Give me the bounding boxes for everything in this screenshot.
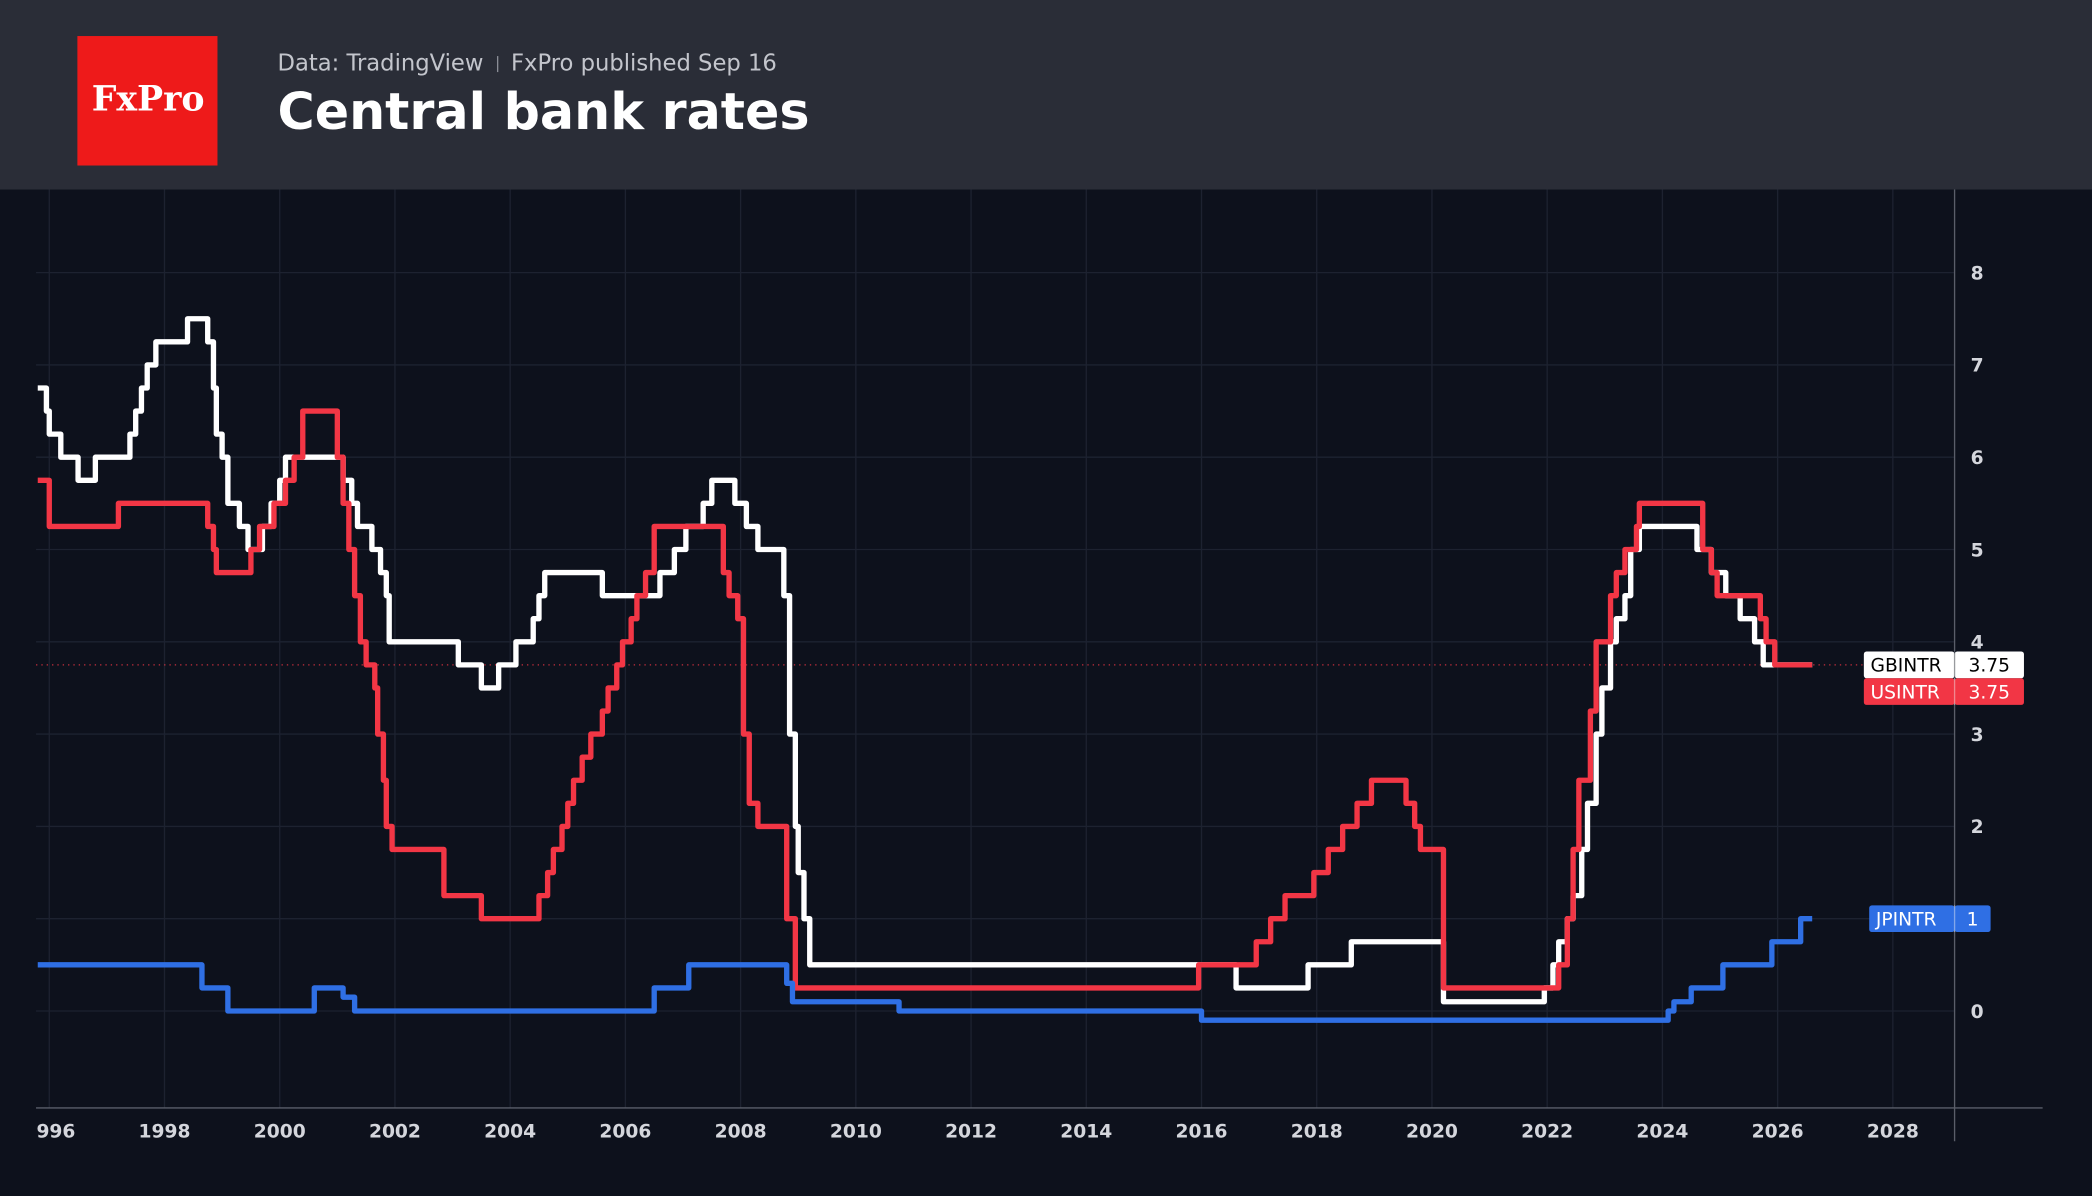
x-tick-label: 2004 xyxy=(484,1121,536,1142)
x-tick-label: 2014 xyxy=(1060,1121,1112,1142)
x-tick-label: 2010 xyxy=(830,1121,882,1142)
x-tick-label: 996 xyxy=(36,1121,75,1142)
tag-name: USINTR xyxy=(1871,682,1940,703)
header-bar xyxy=(0,0,2092,190)
x-tick-label: 2002 xyxy=(369,1121,421,1142)
tag-name: GBINTR xyxy=(1871,656,1942,677)
x-tick-label: 2024 xyxy=(1636,1121,1688,1142)
chart-title: Central bank rates xyxy=(278,82,810,141)
published: FxPro published Sep 16 xyxy=(511,51,777,77)
tag-name: JPINTR xyxy=(1875,910,1937,931)
y-tick-label: 2 xyxy=(1971,817,1984,838)
tag-value-box xyxy=(1954,678,2024,705)
logo-text: FxPro xyxy=(92,78,205,119)
y-tick-label: 8 xyxy=(1971,263,1984,284)
tag-value-box xyxy=(1954,651,2024,679)
x-tick-label: 2028 xyxy=(1867,1121,1919,1142)
x-tick-label: 2006 xyxy=(599,1121,651,1142)
source: Data: TradingView xyxy=(278,51,484,77)
x-tick-label: 2018 xyxy=(1291,1121,1343,1142)
series-line xyxy=(37,408,1813,991)
logo-box xyxy=(77,36,218,166)
x-tick-label: 2012 xyxy=(945,1121,997,1142)
x-tick-label: 2026 xyxy=(1752,1121,1804,1142)
series-line xyxy=(37,316,1813,1005)
y-tick-label: 7 xyxy=(1971,356,1984,377)
tag-name-box xyxy=(1863,678,1955,705)
y-tick-label: 4 xyxy=(1971,633,1984,654)
x-tick-label: 2008 xyxy=(715,1121,767,1142)
y-tick-label: 5 xyxy=(1971,540,1984,561)
x-tick-label: 2016 xyxy=(1176,1121,1228,1142)
x-tick-label: 2020 xyxy=(1406,1121,1458,1142)
tag-name-box xyxy=(1863,651,1955,679)
tag-value: 3.75 xyxy=(1968,656,2010,677)
tag-value: 1 xyxy=(1967,910,1979,931)
tag-name-box xyxy=(1869,905,1955,933)
series-line xyxy=(37,916,1813,1023)
x-tick-label: 1998 xyxy=(139,1121,191,1142)
tag-value-box xyxy=(1954,905,1991,933)
y-tick-label: 3 xyxy=(1971,725,1984,746)
tag-value: 3.75 xyxy=(1968,682,2010,703)
y-tick-label: 0 xyxy=(1971,1002,1984,1023)
x-tick-label: 2000 xyxy=(254,1121,306,1142)
x-tick-label: 2022 xyxy=(1521,1121,1573,1142)
y-tick-label: 6 xyxy=(1971,448,1984,469)
